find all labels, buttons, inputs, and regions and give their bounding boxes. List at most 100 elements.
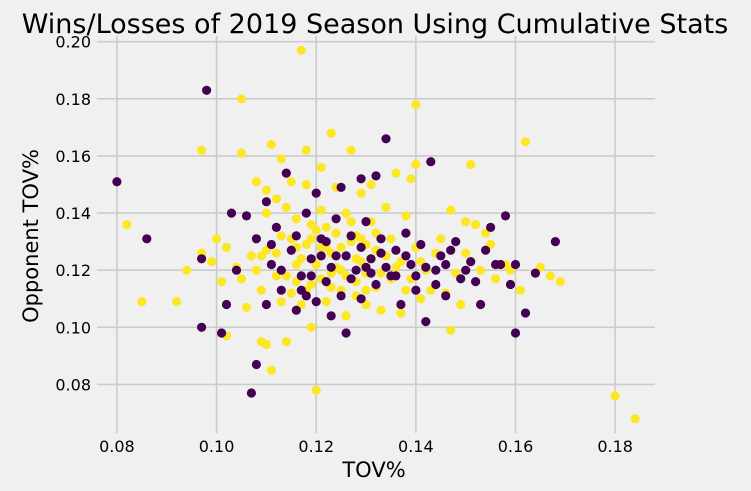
win-point [446,325,456,335]
loss-point [466,257,476,267]
loss-point [296,271,306,281]
win-point [271,248,281,258]
win-point [446,205,456,215]
win-point [466,159,476,170]
loss-point [266,239,276,250]
loss-point [451,237,461,247]
loss-point [321,237,331,247]
win-point [401,285,411,295]
y-tick-label: 0.16 [55,147,91,166]
win-point [471,219,481,230]
loss-point [530,268,541,278]
win-point [261,339,271,350]
loss-point [306,254,316,264]
win-point [182,265,192,275]
win-point [321,297,331,307]
win-point [217,277,227,287]
y-tick-label: 0.10 [55,318,91,337]
loss-point [311,297,321,307]
loss-point [321,277,331,287]
win-point [306,322,316,332]
loss-point [391,245,401,255]
win-point [197,145,207,155]
loss-point [446,245,456,255]
win-point [301,179,311,190]
loss-point [366,268,376,278]
win-point [246,251,256,261]
win-point [491,274,501,284]
win-point [331,228,341,238]
chart-title: Wins/Losses of 2019 Season Using Cumulat… [22,9,729,40]
loss-point [481,245,491,255]
y-tick-label: 0.14 [55,204,91,223]
loss-point [441,259,451,270]
loss-point [326,262,336,272]
win-point [476,265,486,275]
win-point [346,145,356,155]
loss-point [436,251,446,261]
loss-point [336,291,346,301]
loss-point [381,134,391,144]
win-point [266,365,276,375]
win-point [236,94,247,104]
loss-point [261,299,271,310]
win-point [520,137,531,147]
win-point [346,217,356,227]
win-point [336,242,346,252]
win-point [236,148,247,158]
win-point [366,179,376,190]
loss-point [326,311,336,321]
win-point [386,234,396,244]
loss-point [505,279,516,290]
win-point [376,305,386,315]
loss-point [401,228,411,238]
loss-point [351,265,361,275]
loss-point [341,328,351,338]
win-point [321,222,331,232]
loss-point [431,279,441,290]
loss-point [271,222,281,232]
loss-point [461,265,471,275]
loss-point [346,274,356,284]
loss-point [281,168,291,178]
win-point [515,285,526,295]
loss-point [401,251,411,261]
x-tick-label: 0.16 [498,437,534,456]
win-point [137,297,147,307]
win-point [336,265,346,275]
win-point [316,162,326,172]
loss-point [500,211,511,221]
loss-point [441,291,451,301]
win-point [286,288,296,298]
win-point [281,337,291,347]
loss-point [496,259,506,270]
loss-point [306,271,316,281]
loss-point [197,322,207,332]
win-point [291,214,301,224]
y-tick-label: 0.12 [55,261,91,280]
loss-point [510,328,521,338]
win-point [411,99,421,110]
loss-point [411,271,421,281]
loss-point [296,285,306,295]
loss-point [346,231,356,241]
loss-point [421,317,431,327]
loss-point [366,254,376,264]
win-point [236,274,247,284]
loss-point [142,234,152,244]
loss-point [456,274,466,284]
win-point [311,385,321,395]
data-points [112,45,640,424]
win-point [436,234,446,244]
win-point [266,139,276,150]
win-point [251,177,261,187]
win-point [396,308,406,318]
win-point [241,302,252,312]
y-tick-label: 0.18 [55,90,91,109]
x-tick-label: 0.10 [199,437,235,456]
loss-point [221,299,232,310]
loss-point [276,285,286,295]
loss-point [197,254,207,264]
loss-point [381,262,391,272]
